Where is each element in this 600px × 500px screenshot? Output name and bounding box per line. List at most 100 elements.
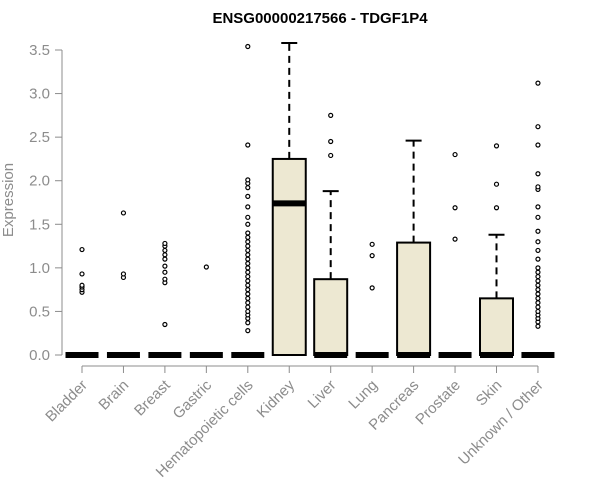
outlier-point — [535, 265, 541, 271]
x-tick-label: Brain — [95, 377, 132, 414]
box — [396, 241, 432, 356]
box-group — [313, 112, 349, 358]
outlier-point — [245, 278, 251, 284]
outlier-point — [245, 320, 251, 326]
outlier-point — [535, 304, 541, 310]
outlier-point — [245, 291, 251, 297]
outlier-point — [535, 214, 541, 220]
outlier-point — [162, 263, 168, 269]
plot-area — [65, 42, 555, 358]
y-axis-label: Expression — [0, 163, 17, 237]
box — [313, 278, 349, 356]
outlier-point — [452, 205, 458, 211]
outlier-point — [493, 205, 500, 211]
outlier-point — [535, 295, 541, 301]
x-tick-label: Breast — [131, 376, 174, 419]
outlier-point — [493, 143, 500, 149]
outlier-point — [245, 221, 251, 227]
outlier-point — [535, 269, 541, 275]
outlier-point — [535, 80, 541, 86]
outlier-point — [245, 214, 251, 220]
outlier-point — [245, 260, 251, 267]
x-tick-label: Bladder — [42, 377, 91, 426]
outlier-point — [535, 228, 541, 234]
outlier-point — [79, 282, 85, 288]
outlier-point — [245, 234, 251, 240]
outlier-point — [245, 295, 251, 301]
outlier-point — [452, 151, 458, 158]
outlier-point — [120, 271, 127, 277]
outlier-point — [245, 142, 251, 148]
y-axis: 0.0 0.5 1.0 1.5 2.0 2.5 3.0 3.5 — [29, 42, 63, 364]
outlier-point — [535, 184, 541, 190]
outlier-point — [245, 230, 251, 236]
y-tick-label: 3.0 — [29, 86, 50, 103]
outlier-point — [245, 282, 251, 288]
box-group — [106, 210, 140, 358]
box-group — [479, 143, 514, 358]
outlier-point — [328, 138, 334, 145]
outlier-point — [369, 285, 375, 291]
outlier-point — [162, 240, 168, 247]
outlier-point — [245, 243, 251, 249]
outlier-point — [245, 269, 251, 275]
outlier-point — [162, 321, 168, 328]
outlier-point — [369, 253, 375, 259]
x-tick-label: Skin — [473, 377, 506, 410]
y-tick-label: 0.0 — [29, 347, 50, 364]
outlier-point — [328, 112, 334, 118]
outlier-point — [245, 273, 251, 280]
outlier-point — [535, 256, 541, 262]
outlier-point — [535, 282, 541, 288]
x-tick-label: Prostate — [412, 377, 464, 429]
outlier-point — [162, 252, 168, 258]
x-tick-label: Liver — [305, 377, 340, 412]
outlier-point — [535, 239, 541, 245]
outlier-point — [535, 308, 541, 315]
outlier-point — [245, 193, 251, 199]
outlier-point — [452, 236, 458, 242]
y-tick-label: 2.0 — [29, 173, 50, 190]
y-tick-label: 1.5 — [29, 216, 50, 233]
outlier-point — [245, 256, 251, 262]
box-group — [396, 139, 432, 358]
outlier-point — [535, 247, 541, 254]
box-group — [148, 240, 182, 358]
outlier-point — [245, 287, 251, 293]
box — [479, 297, 514, 357]
outlier-point — [120, 210, 127, 216]
outlier-point — [535, 291, 541, 297]
y-tick-label: 0.5 — [29, 303, 50, 320]
box-group — [189, 264, 223, 358]
x-tick-label: Kidney — [254, 376, 299, 421]
chart-title: ENSG00000217566 - TDGF1P4 — [212, 10, 428, 27]
outlier-point — [369, 241, 375, 247]
outlier-point — [245, 43, 251, 50]
outlier-point — [162, 247, 168, 254]
outlier-point — [535, 142, 541, 148]
outlier-point — [535, 278, 541, 284]
outlier-point — [79, 271, 85, 277]
y-tick-label: 1.0 — [29, 260, 50, 277]
y-tick-label: 3.5 — [29, 42, 50, 59]
outlier-point — [493, 181, 500, 187]
box-group — [271, 42, 307, 356]
box — [271, 157, 307, 356]
outlier-point — [245, 300, 251, 306]
x-tick-label: Lung — [345, 377, 381, 413]
box-group — [521, 80, 555, 358]
outlier-point — [245, 247, 251, 254]
outlier-point — [162, 269, 168, 275]
box-group — [355, 241, 389, 358]
box-group — [438, 151, 472, 358]
outlier-point — [535, 287, 541, 293]
outlier-point — [535, 171, 541, 177]
outlier-point — [245, 328, 251, 334]
outlier-point — [203, 264, 209, 270]
box-group — [65, 246, 99, 358]
outlier-point — [535, 300, 541, 306]
outlier-point — [535, 204, 541, 210]
outlier-point — [162, 256, 168, 262]
